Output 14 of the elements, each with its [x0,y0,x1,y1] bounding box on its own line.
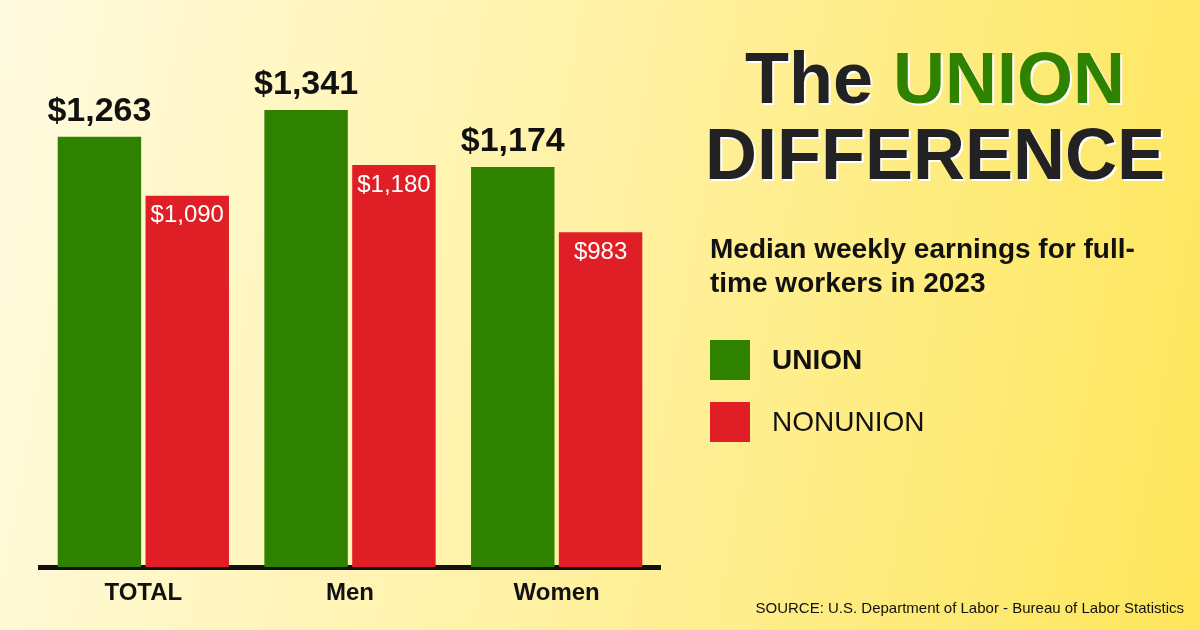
legend-label: NONUNION [772,406,925,438]
data-label: $1,174 [460,120,565,159]
text: Median weekly earnings for full-time workers in 2023 [709,232,1136,300]
x-tick-label: Women [513,578,600,606]
data-label: $1,263 [47,90,152,129]
data-label: $1,090 [150,200,224,228]
data-label: $983 [573,236,628,264]
source-note: SOURCE: U.S. Department of Labor - Bureau of Labor Statistics [755,599,1184,616]
x-tick-label: TOTAL [104,578,183,606]
data-label: $1,180 [357,169,431,197]
data-label: $1,341 [254,63,359,102]
text: The UNION DIFFERENCE [704,38,1166,194]
legend-label: UNION [772,344,863,376]
x-tick-label: Men [326,578,374,606]
